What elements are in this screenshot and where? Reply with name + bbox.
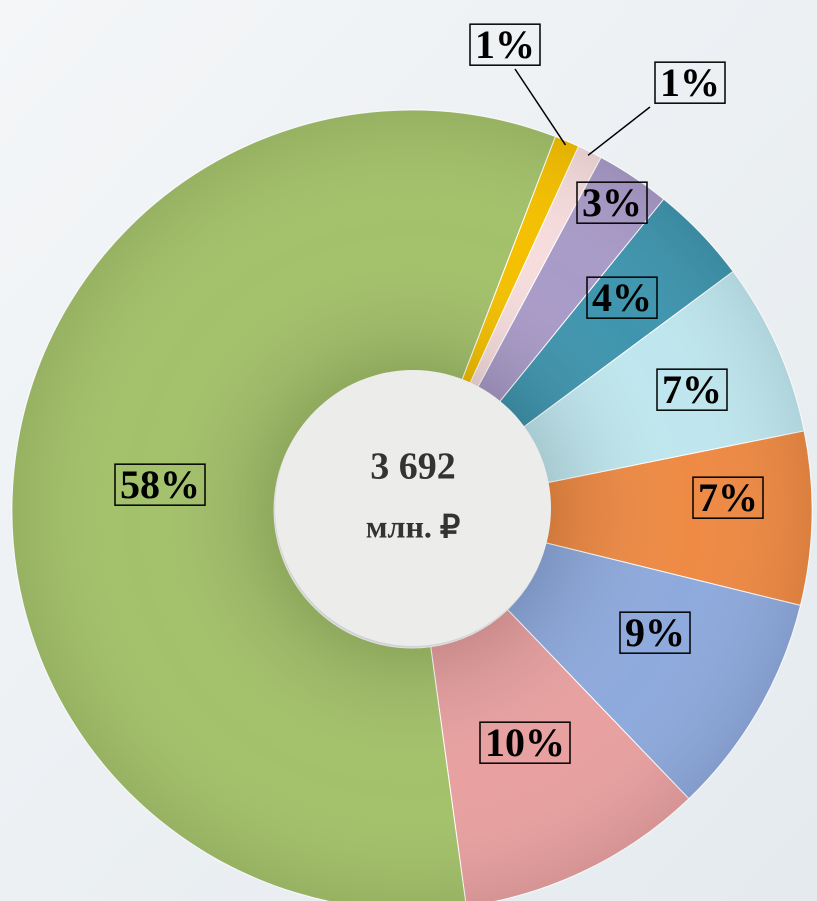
label-box [576,181,648,224]
data-label: 1% [660,60,720,105]
data-label: 58% [120,462,200,507]
label-box [656,368,728,411]
center-total: 3 692 [370,446,456,488]
label-box [479,721,571,764]
leader-line [587,106,651,156]
data-label: 10% [485,720,565,765]
data-label: 9% [625,610,685,655]
label-box [586,276,658,319]
label-box [692,476,764,519]
data-label: 3% [582,180,642,225]
data-label: 1% [475,22,535,67]
data-label: 7% [698,475,758,520]
donut-hole [275,370,551,646]
data-label: 4% [592,275,652,320]
center-unit: млн. ₽ [366,508,461,544]
data-label: 7% [662,367,722,412]
leader-line [514,68,567,146]
label-box [654,61,726,104]
label-box [469,23,541,66]
label-box [619,611,691,654]
label-box [114,463,206,506]
